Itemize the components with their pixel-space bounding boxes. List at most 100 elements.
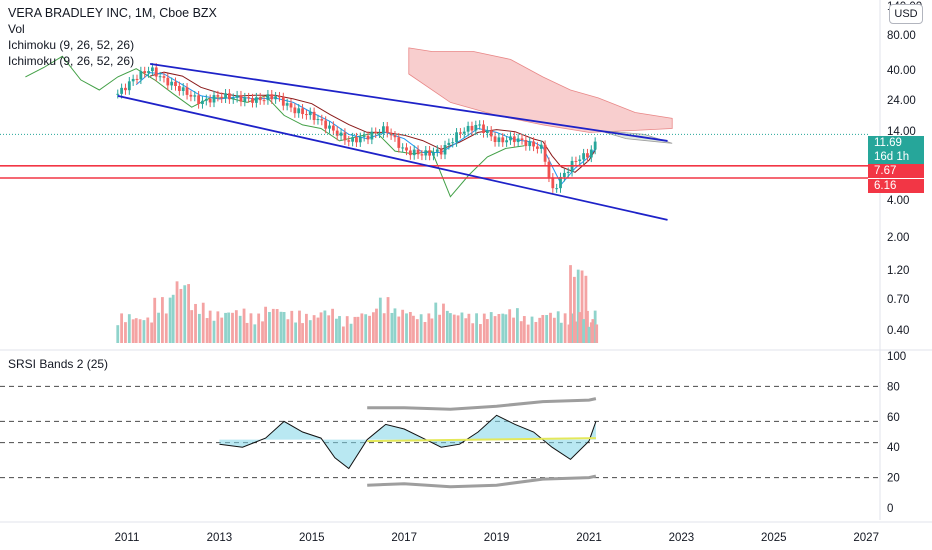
time-axis[interactable]: 2011 2013 2015 2017 2019 2021 2023 2025 2027 [115,532,879,544]
candle-body [197,95,201,105]
volume-bar [356,316,360,343]
candle-body [385,126,389,133]
volume-bar [338,316,341,343]
volume-bar [242,308,246,343]
candle-body [397,137,401,148]
volume-bar [298,310,301,343]
srsi-legend[interactable]: SRSI Bands 2 (25) [8,357,109,371]
volume-bar [390,312,394,343]
candle-body [559,176,562,189]
volume-bar [120,313,124,343]
candle-body [524,140,528,147]
candle-body [439,149,443,155]
candle-body [343,132,347,141]
volume-bar [423,321,427,343]
candle-body [281,97,285,106]
volume-bar [438,314,442,343]
candle-body [347,140,351,142]
candle-body [574,160,578,162]
candle-body [489,130,493,137]
candle-body [393,135,397,138]
volume-bar [201,302,205,343]
volume-bar [353,316,357,343]
candle-body [412,149,416,156]
candle-body [174,81,177,87]
volume-bar [168,297,172,343]
candle-body [247,97,251,99]
level-tag-2: 6.16 [868,179,924,193]
candle-body [405,147,408,151]
volume-bar [368,315,371,343]
time-tick-label: 2013 [207,532,233,544]
candle-body [177,86,181,91]
candle-body [482,124,485,133]
candle-body [166,77,170,86]
srsi-mid-line [367,437,596,443]
volume-bar [497,314,501,343]
volume-legend[interactable]: Vol [8,22,25,36]
candle-body [328,125,331,129]
price-candles [116,63,597,193]
time-tick-label: 2019 [484,532,510,544]
volume-bar [249,313,253,343]
candle-body [316,119,320,121]
volume-bar [545,315,549,343]
volume-bar [216,311,220,343]
horizontal-levels[interactable] [0,133,868,179]
volume-bar [526,324,530,343]
candle-body [293,107,297,114]
candle-body [586,153,589,158]
volume-bar [393,308,397,343]
candle-body [497,137,501,143]
trend-channel[interactable] [117,62,668,221]
price-tick-label: 14.00 [887,126,916,138]
volume-bar [563,313,567,343]
candle-body [432,151,435,156]
srsi-line [219,414,597,470]
volume-bar [515,308,519,343]
candle-body [189,94,193,97]
candle-body [201,100,204,105]
volume-bar [349,323,353,343]
candle-body [331,125,335,131]
volume-bar [282,311,286,343]
srsi-tick-label: 20 [887,473,900,485]
volume-bar [591,319,595,343]
candle-body [212,95,216,103]
candle-body [470,125,474,131]
ichimoku-legend-1[interactable]: Ichimoku (9, 26, 52, 26) [8,38,135,52]
volume-bar [569,265,572,343]
bar-countdown: 16d 1h [874,151,910,163]
candle-body [543,144,547,162]
volume-bar [138,319,142,343]
volume-bar [538,317,542,343]
volume-bar [501,313,505,343]
srsi-lower-band [367,474,597,489]
last-price-value: 11.69 [874,137,902,149]
candle-body [228,93,231,100]
candle-body [224,93,227,99]
srsi-tick-label: 40 [887,442,900,454]
volume-bar [586,310,589,343]
candle-body [351,137,355,142]
volume-bar [397,316,401,343]
volume-bar [316,317,320,343]
currency-button[interactable]: USD [889,4,923,24]
volume-tick-label: 0.40 [887,325,909,337]
candle-body [297,108,301,114]
candle-body [154,67,158,77]
volume-bar [508,309,512,343]
candle-body [158,76,162,78]
volume-bar [301,323,304,343]
candle-body [562,172,566,177]
ichimoku-legend-2[interactable]: Ichimoku (9, 26, 52, 26) [8,54,135,68]
candle-body [278,96,281,98]
volume-bar [575,321,579,343]
volume-bar [434,302,438,343]
price-axis[interactable]: 140.0080.0040.0024.0014.008.004.002.001.… [887,1,922,515]
candle-body [262,100,266,102]
price-tick-label: 4.00 [887,195,909,207]
srsi-tick-label: 80 [887,381,900,393]
volume-bar [245,322,249,343]
